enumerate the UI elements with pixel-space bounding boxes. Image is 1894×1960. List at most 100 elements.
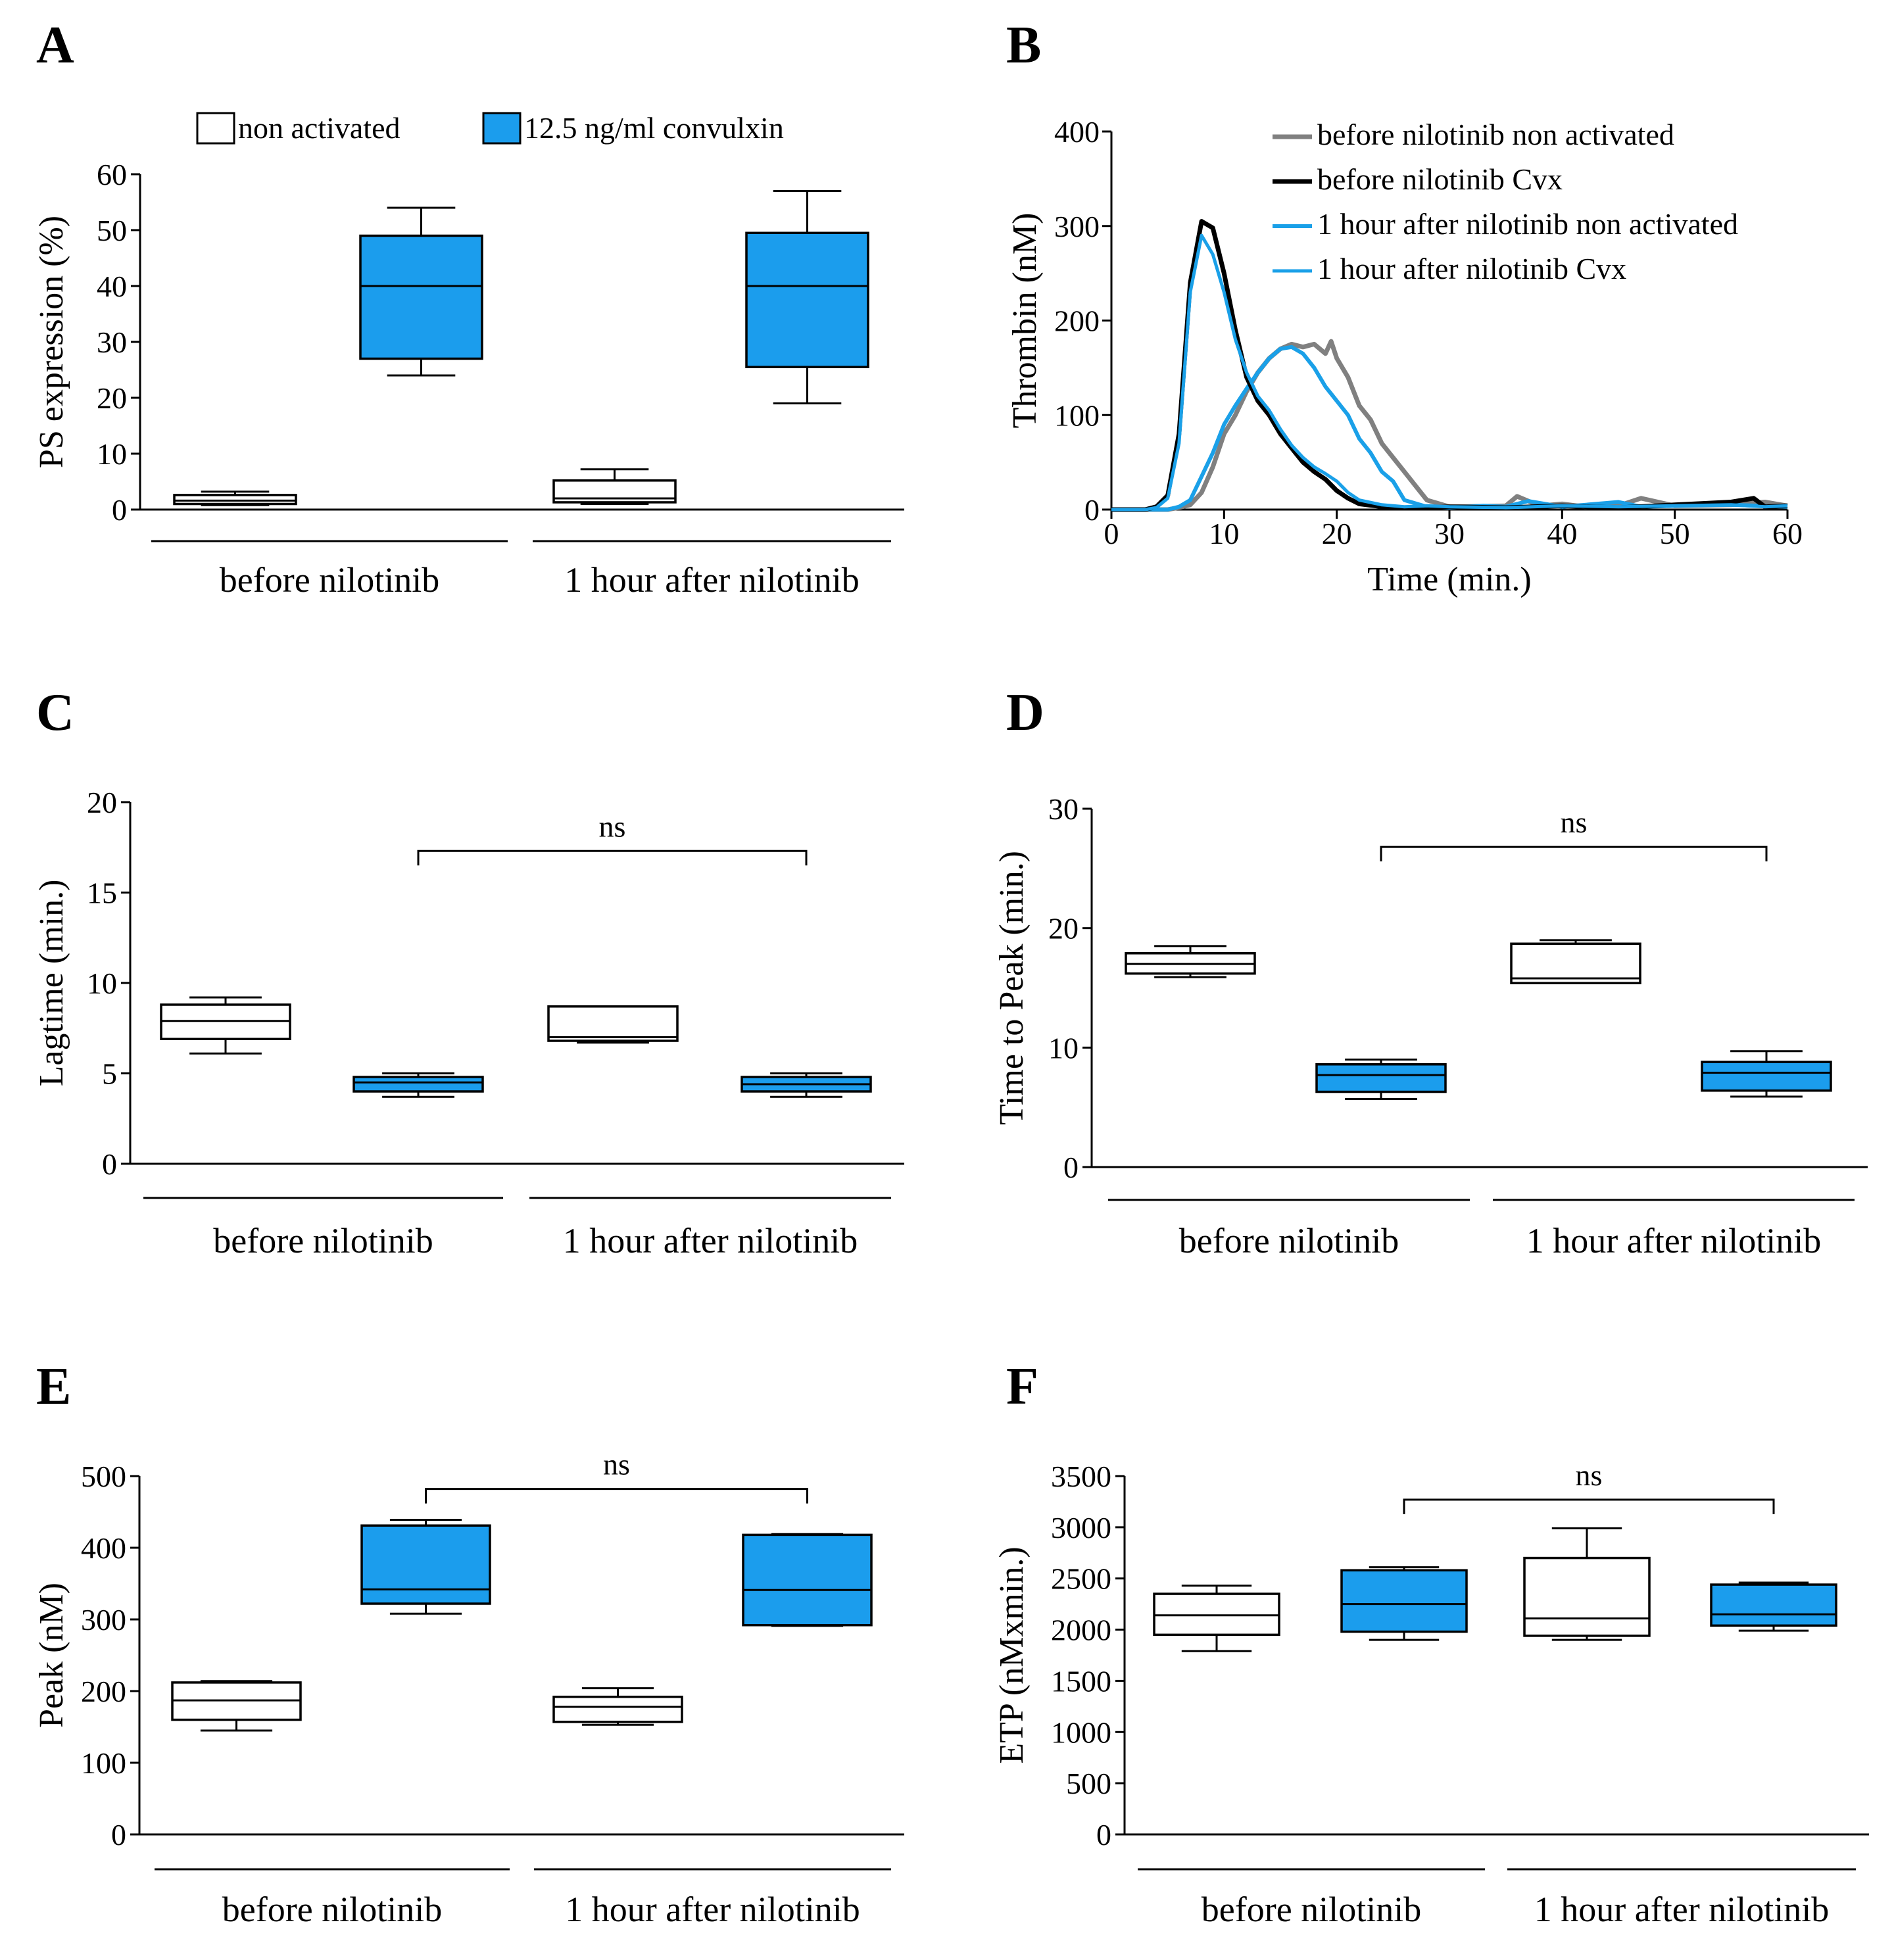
group-label: 1 hour after nilotinib bbox=[565, 1890, 860, 1929]
y-tick-label: 10 bbox=[1048, 1031, 1079, 1064]
y-tick-label: 50 bbox=[97, 214, 127, 247]
y-tick-label: 0 bbox=[1096, 1818, 1111, 1852]
panel-label: E bbox=[36, 1358, 71, 1416]
x-tick-label: 20 bbox=[1322, 517, 1352, 550]
y-axis-label: PS expression (%) bbox=[33, 216, 70, 468]
y-tick-label: 500 bbox=[1066, 1767, 1111, 1800]
legend-label: before nilotinib Cvx bbox=[1317, 162, 1563, 196]
y-axis-label: Thrombin (nM) bbox=[1006, 213, 1044, 429]
box-iqr bbox=[547, 1005, 679, 1042]
group-label: 1 hour after nilotinib bbox=[1526, 1221, 1821, 1260]
y-tick-label: 5 bbox=[102, 1057, 117, 1091]
panel-f: F 0 500 1000 1500 2000 2500 3000 3500 ETP (nMxmin… bbox=[993, 1358, 1869, 1929]
legend-label: before nilotinib non activated bbox=[1317, 118, 1674, 151]
box-iqr bbox=[742, 1533, 873, 1627]
y-tick-label: 15 bbox=[87, 876, 117, 910]
y-tick-label: 0 bbox=[111, 1818, 126, 1852]
y-tick-label: 400 bbox=[81, 1531, 126, 1565]
box-iqr bbox=[745, 231, 869, 368]
y-tick-label: 30 bbox=[1048, 792, 1079, 826]
box-iqr bbox=[552, 1695, 683, 1723]
group-label: before nilotinib bbox=[222, 1890, 442, 1929]
y-tick-label: 500 bbox=[81, 1460, 126, 1493]
y-tick-label: 20 bbox=[87, 786, 117, 819]
x-tick-label: 30 bbox=[1434, 517, 1465, 550]
y-tick-label: 1500 bbox=[1051, 1664, 1111, 1698]
box-iqr bbox=[360, 1524, 491, 1605]
significance-bracket bbox=[417, 849, 808, 866]
box-iqr bbox=[1153, 1592, 1280, 1637]
significance-label: ns bbox=[1576, 1458, 1603, 1492]
y-tick-label: 200 bbox=[81, 1675, 126, 1708]
x-tick-label: 60 bbox=[1772, 517, 1803, 550]
y-tick-label: 10 bbox=[87, 967, 117, 1000]
legend-label: non activated bbox=[238, 111, 401, 145]
x-axis-label: Time (min.) bbox=[1367, 561, 1531, 598]
y-tick-label: 0 bbox=[1063, 1151, 1079, 1184]
box-iqr bbox=[173, 494, 297, 506]
box-iqr bbox=[1510, 942, 1641, 984]
group-label: before nilotinib bbox=[220, 560, 439, 600]
legend-swatch bbox=[482, 112, 522, 145]
panel-c: C 0 5 10 15 20 Lagtime (min.) before nilotinib 1… bbox=[33, 684, 904, 1260]
legend-label: 1 hour after nilotinib non activated bbox=[1317, 207, 1738, 241]
y-tick-label: 300 bbox=[81, 1603, 126, 1637]
y-tick-label: 300 bbox=[1054, 210, 1100, 243]
y-tick-label: 0 bbox=[1084, 493, 1100, 527]
legend-label: 1 hour after nilotinib Cvx bbox=[1317, 252, 1626, 285]
panel-label: A bbox=[36, 16, 74, 74]
y-tick-label: 3500 bbox=[1051, 1460, 1111, 1493]
significance-label: ns bbox=[1561, 805, 1588, 839]
box-iqr bbox=[1710, 1583, 1837, 1627]
x-tick-label: 0 bbox=[1104, 517, 1119, 550]
panel-label: F bbox=[1006, 1358, 1038, 1416]
panel-e: E 0 100 200 300 400 500 Peak (nM) before nilotin… bbox=[33, 1358, 904, 1929]
box-iqr bbox=[352, 1076, 484, 1093]
group-label: before nilotinib bbox=[1202, 1890, 1421, 1929]
y-tick-label: 100 bbox=[1054, 398, 1100, 432]
y-tick-label: 400 bbox=[1054, 115, 1100, 149]
legend-swatch bbox=[196, 112, 235, 145]
box-iqr bbox=[359, 234, 483, 360]
group-label: before nilotinib bbox=[1179, 1221, 1399, 1260]
group-label: before nilotinib bbox=[213, 1221, 433, 1260]
panel-label: D bbox=[1006, 684, 1044, 742]
y-axis-label: ETP (nMxmin.) bbox=[993, 1546, 1031, 1763]
y-tick-label: 0 bbox=[112, 493, 127, 527]
group-label: 1 hour after nilotinib bbox=[1534, 1890, 1829, 1929]
significance-bracket bbox=[1403, 1498, 1775, 1514]
y-tick-label: 200 bbox=[1054, 304, 1100, 338]
series-line bbox=[1111, 345, 1788, 512]
y-axis-label: Peak (nM) bbox=[33, 1583, 70, 1728]
significance-bracket bbox=[425, 1488, 808, 1504]
panel-a: A 0 10 20 30 40 50 60 PS expression (%) before ni… bbox=[33, 16, 904, 600]
panel-d: D 0 10 20 30 Time to Peak (min.) before niloti… bbox=[993, 684, 1868, 1260]
y-tick-label: 2500 bbox=[1051, 1562, 1111, 1596]
significance-bracket bbox=[1380, 846, 1768, 862]
panel-label: C bbox=[36, 684, 74, 742]
x-tick-label: 10 bbox=[1209, 517, 1239, 550]
y-tick-label: 10 bbox=[97, 437, 127, 471]
box-iqr bbox=[1315, 1063, 1447, 1093]
y-tick-label: 20 bbox=[1048, 912, 1079, 945]
group-label: 1 hour after nilotinib bbox=[564, 560, 859, 600]
significance-label: ns bbox=[603, 1448, 630, 1481]
panel-b: B 0 100 200 300 400 0 10 20 30 40 50 60 Thrombin (nM)… bbox=[1006, 16, 1803, 598]
y-axis-label: Time to Peak (min.) bbox=[993, 851, 1031, 1125]
y-tick-label: 40 bbox=[97, 270, 127, 303]
x-tick-label: 40 bbox=[1547, 517, 1577, 550]
series-line bbox=[1111, 233, 1788, 512]
y-tick-label: 2000 bbox=[1051, 1613, 1111, 1647]
y-tick-label: 30 bbox=[97, 325, 127, 359]
y-axis-label: Lagtime (min.) bbox=[33, 880, 70, 1087]
panel-label: B bbox=[1006, 16, 1041, 74]
y-tick-label: 20 bbox=[97, 381, 127, 415]
box-iqr bbox=[1523, 1556, 1651, 1637]
x-tick-label: 50 bbox=[1660, 517, 1690, 550]
y-tick-label: 1000 bbox=[1051, 1715, 1111, 1749]
box-iqr bbox=[1701, 1061, 1832, 1092]
legend-label: 12.5 ng/ml convulxin bbox=[524, 111, 784, 145]
box-iqr bbox=[1340, 1569, 1468, 1633]
y-tick-label: 3000 bbox=[1051, 1511, 1111, 1544]
